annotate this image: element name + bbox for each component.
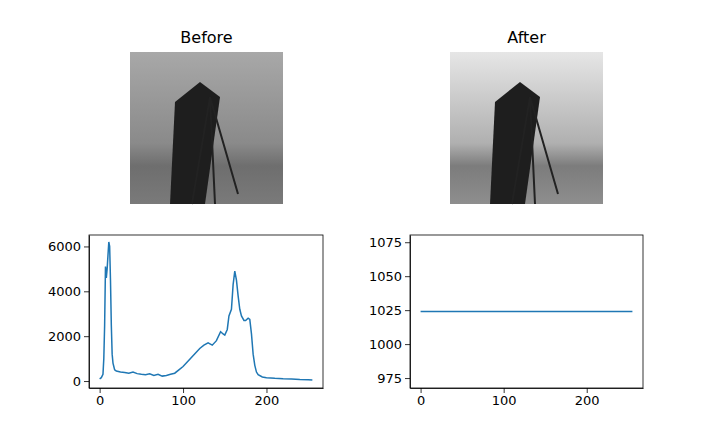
image	[130, 52, 283, 204]
tick: 0	[73, 374, 89, 389]
tick-label: 0	[417, 393, 425, 408]
series-group	[100, 242, 313, 380]
tick-mark	[405, 378, 410, 379]
tick-mark	[84, 336, 89, 337]
tick-label: 2000	[48, 329, 81, 344]
tick: 1025	[369, 303, 410, 318]
tick: 6000	[48, 239, 89, 254]
tick-mark	[405, 242, 410, 243]
image	[450, 52, 603, 204]
axis-line	[411, 388, 644, 389]
tick: 200	[255, 388, 280, 408]
tick-mark	[84, 291, 89, 292]
axis-line	[89, 236, 90, 389]
tick-label: 0	[96, 393, 104, 408]
axis-line	[410, 236, 411, 389]
background	[0, 0, 714, 436]
tick-label: 6000	[48, 239, 81, 254]
tick-label: 200	[255, 393, 280, 408]
image-tripod	[512, 97, 558, 204]
tick: 100	[492, 388, 517, 408]
tick: 200	[575, 388, 600, 408]
plot: 0 100 200 975 1000 1025 1050 1075	[369, 235, 644, 408]
line	[100, 242, 313, 380]
tick: 975	[377, 371, 410, 386]
tick: 100	[171, 388, 196, 408]
tick-mark	[405, 310, 410, 311]
figure: BeforeAfter01002000200040006000010020097…	[0, 0, 714, 436]
line	[421, 311, 633, 313]
image-panel	[130, 52, 283, 204]
tick: 4000	[48, 284, 89, 299]
tick: 2000	[48, 329, 89, 344]
tick-mark	[405, 344, 410, 345]
tick-label: 100	[171, 393, 196, 408]
tick-mark	[84, 246, 89, 247]
y-axis: 975 1000 1025 1050 1075	[369, 235, 411, 389]
tick-label: 200	[575, 393, 600, 408]
tick-label: 4000	[48, 284, 81, 299]
tick: 1000	[369, 337, 410, 352]
image-panel	[450, 52, 603, 204]
x-axis: 0 100 200	[90, 388, 324, 408]
tick: 1075	[369, 235, 410, 250]
tick-label: 975	[377, 371, 402, 386]
tick-label: 1075	[369, 235, 402, 250]
tick-mark	[84, 381, 89, 382]
y-axis: 0 2000 4000 6000	[48, 236, 90, 389]
image-tripod	[192, 97, 238, 204]
tick: 0	[417, 388, 425, 408]
series-group	[421, 311, 633, 312]
frame	[89, 235, 323, 388]
title: Before	[180, 28, 232, 47]
tick-label: 1000	[369, 337, 402, 352]
plot: 01002000200040006000	[48, 235, 324, 408]
axis-line	[90, 388, 324, 389]
tick-label: 1025	[369, 303, 402, 318]
title: After	[507, 28, 546, 47]
tick-mark	[405, 276, 410, 277]
frame	[410, 235, 643, 388]
tick-label: 1050	[369, 269, 402, 284]
x-axis: 0 100 200	[411, 388, 644, 408]
tick-label: 100	[492, 393, 517, 408]
tick: 1050	[369, 269, 410, 284]
tick: 0	[96, 388, 104, 408]
tick-label: 0	[73, 374, 81, 389]
